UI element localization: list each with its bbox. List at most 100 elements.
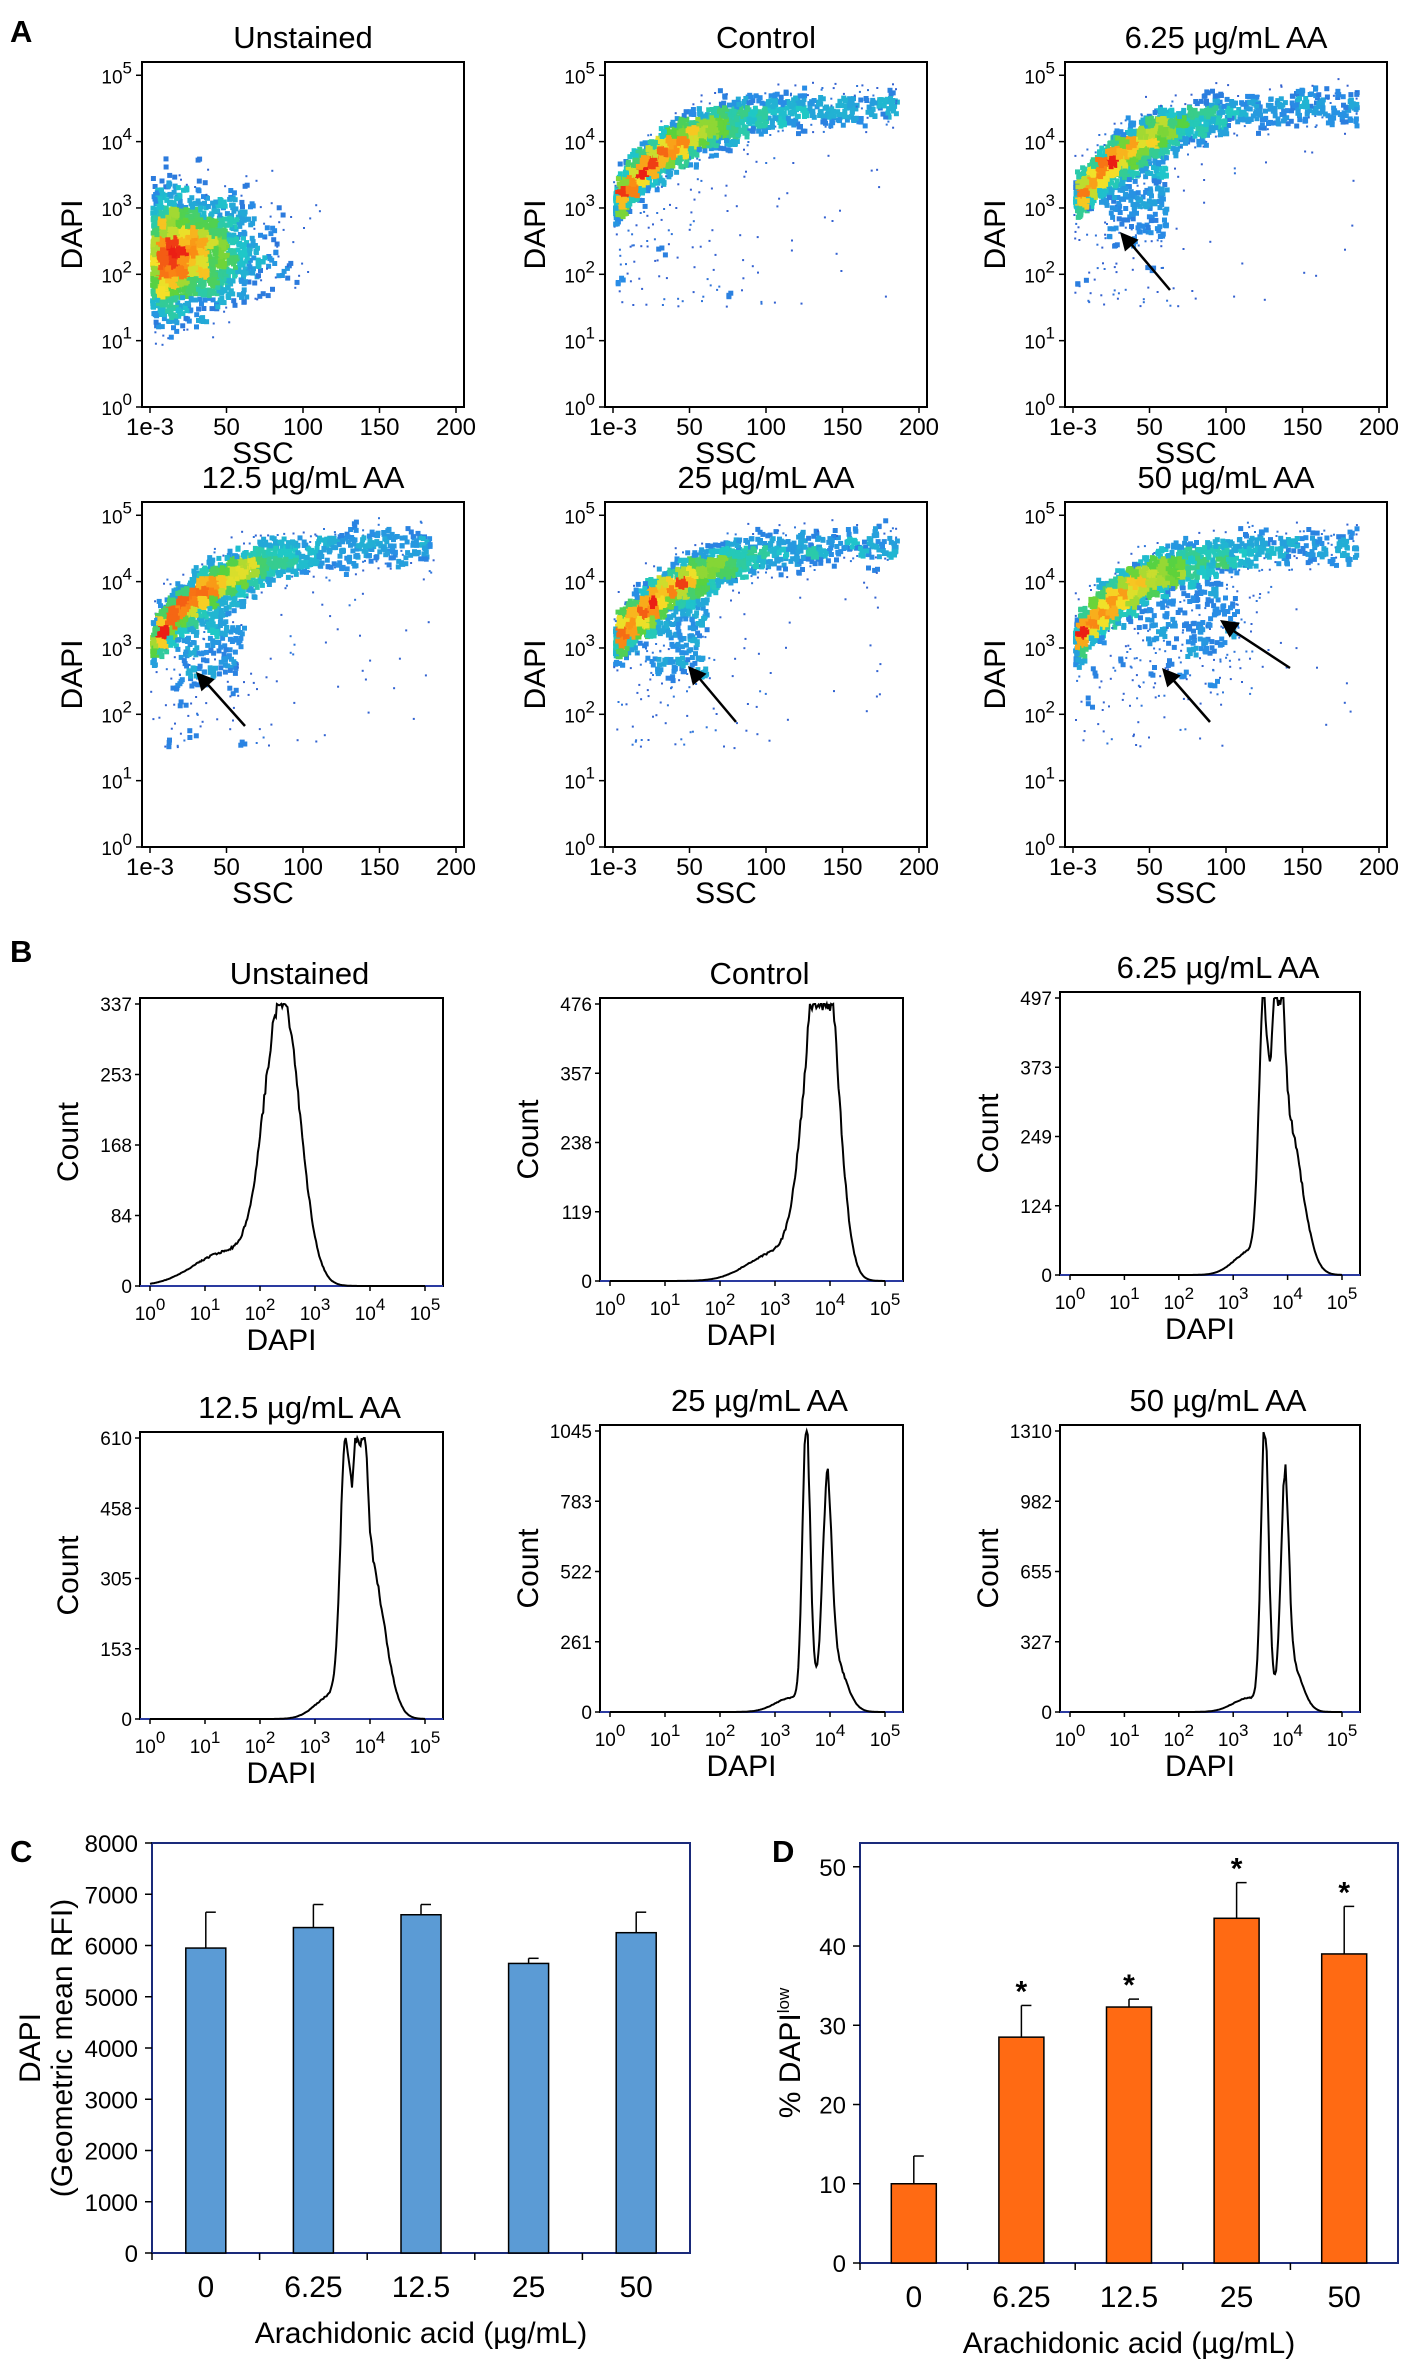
cell-event	[202, 200, 207, 206]
cell-event	[212, 251, 218, 257]
cell-event	[691, 246, 694, 249]
cell-event	[741, 289, 743, 292]
cell-event	[191, 254, 197, 260]
cell-event	[199, 231, 205, 237]
cell-event	[182, 251, 188, 257]
cell-event	[656, 259, 659, 262]
cell-event	[292, 241, 295, 244]
cell-event	[200, 315, 206, 321]
cell-event	[214, 208, 220, 214]
cell-event	[161, 343, 164, 346]
cell-event	[163, 156, 169, 162]
cell-event	[194, 186, 197, 188]
cell-event	[629, 170, 634, 176]
cell-event	[781, 110, 787, 116]
cell-event	[167, 274, 173, 280]
cell-event	[892, 126, 895, 129]
cell-event	[817, 113, 823, 118]
cell-event	[185, 183, 188, 186]
cell-event	[224, 222, 229, 228]
cell-event	[203, 256, 209, 262]
cell-event	[187, 266, 193, 272]
cell-event	[225, 260, 231, 266]
cell-event	[743, 148, 745, 151]
cell-event	[166, 318, 172, 324]
cell-event	[158, 241, 164, 247]
cell-event	[155, 198, 160, 204]
cell-event	[614, 184, 617, 187]
cell-event	[842, 92, 845, 95]
cell-event	[615, 233, 618, 236]
cell-event	[712, 108, 718, 114]
cell-event	[173, 241, 179, 247]
cell-event	[226, 269, 232, 274]
cell-event	[721, 100, 727, 106]
cell-event	[251, 266, 256, 272]
cell-event	[658, 275, 661, 278]
cell-event	[641, 287, 644, 290]
cell-event	[221, 244, 227, 250]
cell-event	[890, 108, 896, 114]
cell-event	[177, 198, 183, 204]
cell-event	[176, 311, 182, 317]
cell-event	[286, 265, 289, 268]
cell-event	[155, 262, 160, 268]
cell-event	[807, 108, 813, 114]
cell-event	[196, 178, 202, 184]
cell-event	[750, 128, 756, 134]
cell-event	[731, 108, 737, 114]
cell-event	[170, 230, 176, 236]
cell-event	[193, 297, 199, 303]
cell-event	[240, 269, 245, 275]
cell-event	[793, 95, 799, 101]
cell-event	[218, 227, 224, 233]
cell-event	[778, 94, 784, 100]
cell-event	[209, 244, 214, 250]
cell-event	[204, 251, 210, 257]
cell-event	[152, 184, 158, 189]
cell-event	[271, 169, 274, 172]
cell-event	[241, 274, 246, 280]
cell-event	[180, 311, 186, 317]
cell-event	[626, 272, 629, 275]
cell-event	[884, 295, 887, 298]
cell-event	[632, 304, 635, 306]
cell-event	[866, 104, 872, 110]
cell-event	[152, 215, 158, 221]
cell-event	[662, 147, 668, 153]
cell-event	[820, 96, 826, 102]
cell-event	[168, 308, 174, 313]
cell-event	[156, 259, 162, 265]
cell-event	[617, 171, 623, 177]
cell-event	[157, 303, 163, 309]
cell-event	[186, 270, 192, 276]
cell-event	[154, 331, 157, 334]
cell-event	[773, 102, 779, 108]
cell-event	[226, 232, 232, 238]
cell-event	[794, 113, 800, 119]
cell-event	[693, 198, 696, 201]
cell-event	[661, 129, 667, 135]
cell-event	[801, 105, 807, 111]
cell-event	[209, 273, 215, 279]
cell-event	[202, 264, 208, 270]
cell-event	[246, 216, 251, 222]
cell-event	[207, 289, 213, 295]
cell-event	[175, 247, 181, 253]
cell-event	[781, 129, 784, 132]
cell-event	[167, 337, 170, 340]
cell-event	[234, 236, 240, 242]
cell-event	[201, 194, 206, 200]
cell-event	[211, 276, 217, 282]
cell-event	[656, 246, 662, 252]
cell-event	[204, 268, 210, 274]
cell-event	[696, 106, 702, 112]
cell-event	[881, 103, 887, 109]
cell-event	[164, 197, 170, 203]
cell-event	[876, 87, 879, 89]
cell-event	[710, 187, 713, 190]
cell-event	[247, 257, 253, 263]
cell-event	[205, 241, 211, 247]
cell-event	[226, 258, 232, 264]
